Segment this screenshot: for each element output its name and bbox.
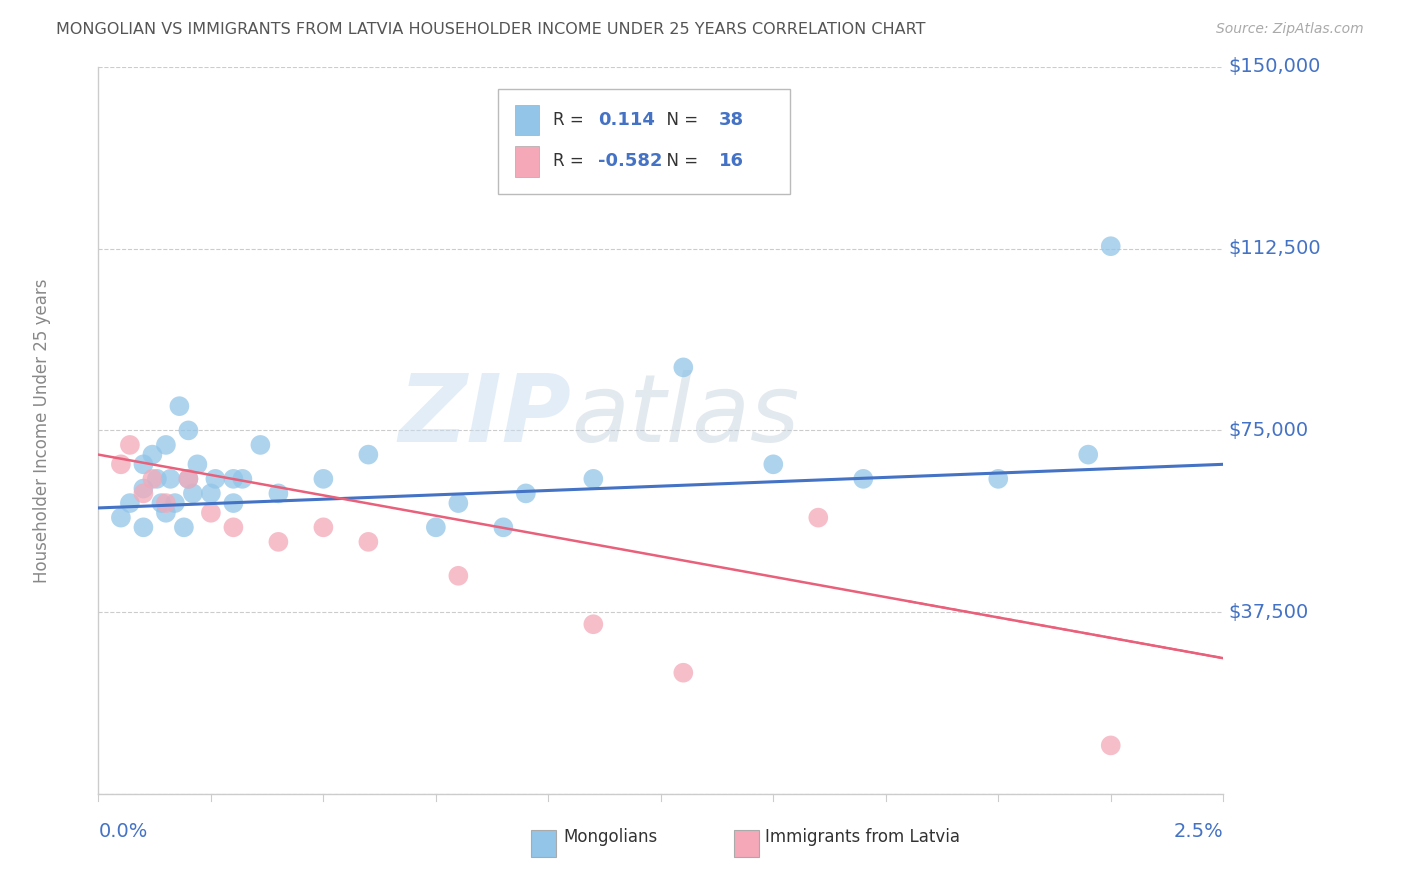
Text: N =: N = bbox=[657, 111, 703, 129]
Point bbox=[267, 486, 290, 500]
Text: 0.114: 0.114 bbox=[598, 111, 655, 129]
Point bbox=[672, 360, 695, 375]
Point bbox=[204, 472, 226, 486]
Point bbox=[118, 496, 141, 510]
Point bbox=[200, 506, 222, 520]
Point bbox=[447, 569, 470, 583]
Point bbox=[132, 520, 155, 534]
Point bbox=[672, 665, 695, 680]
Text: Householder Income Under 25 years: Householder Income Under 25 years bbox=[34, 278, 51, 582]
Text: $37,500: $37,500 bbox=[1229, 603, 1309, 622]
Text: N =: N = bbox=[657, 153, 703, 170]
Point bbox=[141, 472, 163, 486]
Point bbox=[141, 448, 163, 462]
Text: Source: ZipAtlas.com: Source: ZipAtlas.com bbox=[1216, 22, 1364, 37]
Text: R =: R = bbox=[553, 153, 589, 170]
Point bbox=[177, 424, 200, 438]
Point bbox=[1099, 239, 1122, 253]
Point bbox=[492, 520, 515, 534]
FancyBboxPatch shape bbox=[531, 830, 557, 857]
Point bbox=[582, 617, 605, 632]
Point bbox=[762, 458, 785, 472]
Point bbox=[155, 438, 177, 452]
Text: $75,000: $75,000 bbox=[1229, 421, 1309, 440]
Point bbox=[159, 472, 181, 486]
Point bbox=[312, 520, 335, 534]
Point bbox=[425, 520, 447, 534]
FancyBboxPatch shape bbox=[734, 830, 759, 857]
Point bbox=[222, 496, 245, 510]
Text: -0.582: -0.582 bbox=[598, 153, 662, 170]
FancyBboxPatch shape bbox=[498, 88, 790, 194]
Point bbox=[267, 534, 290, 549]
Point bbox=[177, 472, 200, 486]
Text: Mongolians: Mongolians bbox=[562, 829, 657, 847]
Text: MONGOLIAN VS IMMIGRANTS FROM LATVIA HOUSEHOLDER INCOME UNDER 25 YEARS CORRELATIO: MONGOLIAN VS IMMIGRANTS FROM LATVIA HOUS… bbox=[56, 22, 925, 37]
Point bbox=[169, 399, 191, 413]
Point bbox=[852, 472, 875, 486]
Point bbox=[1099, 739, 1122, 753]
FancyBboxPatch shape bbox=[515, 146, 540, 177]
Point bbox=[312, 472, 335, 486]
Point bbox=[447, 496, 470, 510]
Point bbox=[582, 472, 605, 486]
Point bbox=[132, 458, 155, 472]
Point bbox=[357, 534, 380, 549]
Point bbox=[155, 496, 177, 510]
Point bbox=[150, 496, 173, 510]
Point bbox=[155, 506, 177, 520]
Point bbox=[200, 486, 222, 500]
Point bbox=[186, 458, 208, 472]
Text: 38: 38 bbox=[720, 111, 744, 129]
Text: 2.5%: 2.5% bbox=[1174, 822, 1223, 841]
Point bbox=[231, 472, 253, 486]
Point bbox=[807, 510, 830, 524]
Text: R =: R = bbox=[553, 111, 589, 129]
Point bbox=[1077, 448, 1099, 462]
Point bbox=[515, 486, 537, 500]
Point bbox=[110, 510, 132, 524]
Text: Immigrants from Latvia: Immigrants from Latvia bbox=[765, 829, 960, 847]
Point bbox=[177, 472, 200, 486]
Text: 0.0%: 0.0% bbox=[98, 822, 148, 841]
Point bbox=[357, 448, 380, 462]
Text: atlas: atlas bbox=[571, 370, 799, 461]
Point bbox=[146, 472, 169, 486]
Point bbox=[249, 438, 271, 452]
Point bbox=[132, 486, 155, 500]
Point bbox=[987, 472, 1010, 486]
Point bbox=[163, 496, 186, 510]
Text: ZIP: ZIP bbox=[398, 370, 571, 462]
Point bbox=[118, 438, 141, 452]
Text: $150,000: $150,000 bbox=[1229, 57, 1322, 77]
Text: 16: 16 bbox=[720, 153, 744, 170]
Point bbox=[222, 472, 245, 486]
Point bbox=[132, 482, 155, 496]
FancyBboxPatch shape bbox=[515, 104, 540, 136]
Point bbox=[173, 520, 195, 534]
Point bbox=[110, 458, 132, 472]
Point bbox=[222, 520, 245, 534]
Point bbox=[181, 486, 204, 500]
Text: $112,500: $112,500 bbox=[1229, 239, 1322, 258]
